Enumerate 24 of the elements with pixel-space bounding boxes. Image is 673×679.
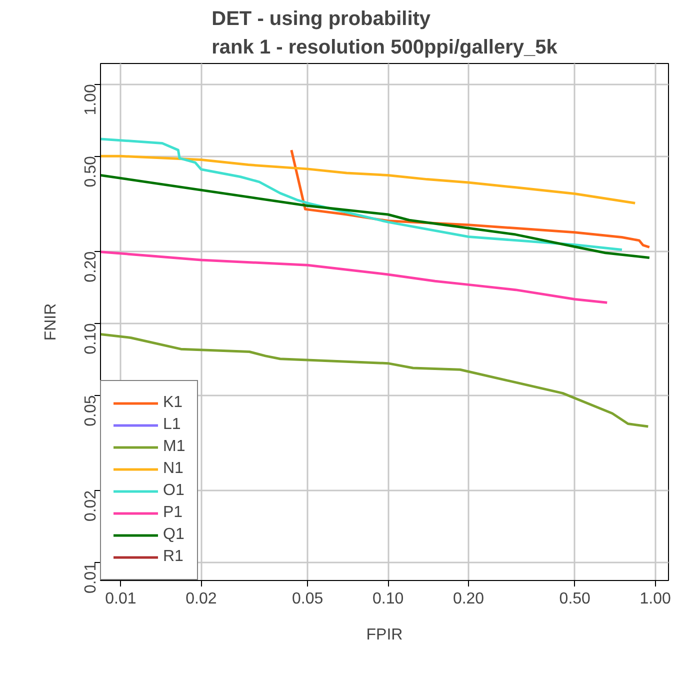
x-tick-label: 0.02: [186, 590, 217, 608]
legend-label: N1: [163, 460, 184, 478]
legend-label: Q1: [163, 526, 184, 544]
x-axis-title: FPIR: [366, 626, 403, 644]
legend-label: K1: [163, 394, 183, 412]
legend-label: M1: [163, 438, 186, 456]
legend-label: L1: [163, 416, 182, 434]
x-tick-label: 0.10: [372, 590, 404, 608]
legend-label: P1: [163, 504, 183, 522]
y-tick-label: 1.00: [82, 84, 100, 116]
y-axis-title: FNIR: [42, 303, 60, 341]
x-tick-label: 0.05: [292, 590, 324, 608]
y-tick-label: 0.02: [82, 490, 100, 522]
x-tick-label: 0.01: [105, 590, 136, 608]
x-tick-label: 1.00: [640, 590, 672, 608]
chart-title: DET - using probability rank 1 - resolution 500ppi/gallery_5k: [212, 8, 558, 58]
y-tick-label: 0.10: [82, 323, 100, 354]
x-tick-label: 0.20: [452, 590, 484, 608]
y-tick-label: 0.50: [82, 156, 100, 188]
legend-label: R1: [163, 548, 184, 566]
y-tick-label: 0.20: [82, 251, 100, 282]
x-tick-label: 0.50: [559, 590, 591, 608]
y-tick-label: 0.05: [82, 395, 100, 426]
legend-label: O1: [163, 482, 184, 500]
